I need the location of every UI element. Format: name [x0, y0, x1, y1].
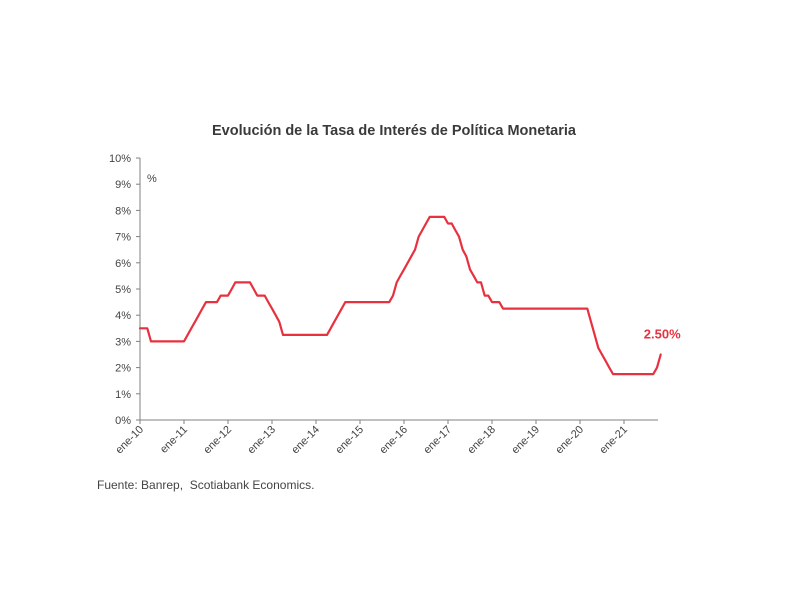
- y-tick-label: 2%: [115, 363, 131, 375]
- series-layer: [138, 215, 662, 376]
- y-axis: 0% 1% 2% 3% 4% 5% 6% 7% 8% 9% 10%: [109, 153, 141, 427]
- y-tick-label: 6%: [115, 258, 131, 270]
- x-tick-label: ene-11: [158, 424, 190, 456]
- y-tick-label: 3%: [115, 336, 131, 348]
- x-tick-label: ene-10: [113, 424, 146, 457]
- y-axis-unit-label: %: [147, 173, 157, 185]
- x-tick-label: ene-12: [201, 424, 234, 457]
- y-tick-label: 4%: [115, 310, 131, 322]
- x-tick-label: ene-14: [289, 424, 322, 457]
- y-tick-label: 5%: [115, 284, 131, 296]
- y-tick-label: 8%: [115, 205, 131, 217]
- chart-title: Evolución de la Tasa de Interés de Polít…: [212, 123, 577, 139]
- y-tick-label: 1%: [115, 389, 131, 401]
- source-note: Fuente: Banrep, Scotiabank Economics.: [97, 478, 315, 492]
- x-tick-label: ene-13: [245, 424, 278, 457]
- y-tick-label: 0%: [115, 415, 131, 427]
- x-tick-label: ene-15: [333, 424, 366, 457]
- x-tick-label: ene-19: [509, 424, 542, 457]
- x-tick-label: ene-17: [421, 424, 454, 457]
- x-axis: ene-10 ene-11 ene-12 ene-13 ene-14 ene-15 ene-…: [113, 419, 658, 457]
- end-value-label: 2.50%: [644, 327, 681, 342]
- x-tick-label: ene-20: [553, 424, 586, 457]
- y-tick-label: 10%: [109, 153, 131, 165]
- y-tick-label: 7%: [115, 232, 131, 244]
- series-line: [138, 215, 662, 376]
- x-tick-label: ene-18: [465, 424, 498, 457]
- y-tick-label: 9%: [115, 179, 131, 191]
- annotation-layer: 2.50%: [644, 327, 681, 342]
- x-tick-label: ene-16: [377, 424, 410, 457]
- x-tick-label: ene-21: [597, 424, 630, 457]
